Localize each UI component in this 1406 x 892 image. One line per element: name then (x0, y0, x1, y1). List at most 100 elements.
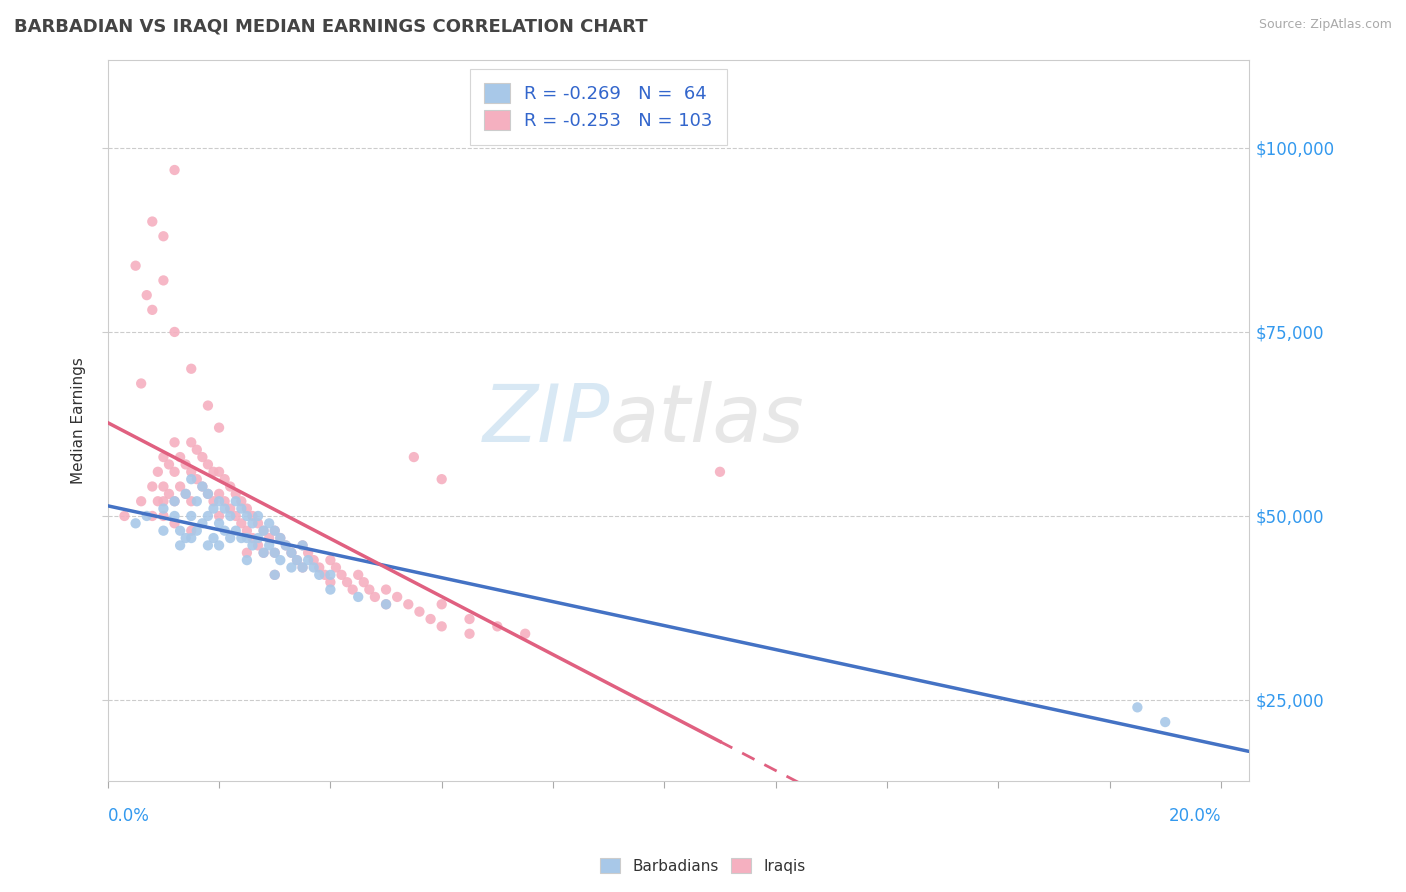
Point (214, 501, 236, 516)
Point (291, 560, 314, 574)
Point (208, 516, 231, 531)
Point (347, 567, 370, 582)
Point (302, 553, 325, 567)
Point (169, 479, 191, 493)
Point (225, 487, 247, 501)
Point (135, 508, 157, 523)
Point (247, 508, 270, 523)
Point (141, 214, 163, 228)
Point (242, 516, 264, 531)
Point (257, 531, 280, 545)
Point (219, 479, 242, 493)
Point (274, 538, 297, 552)
Point (231, 516, 253, 531)
Point (291, 538, 314, 552)
Point (458, 626, 481, 640)
Point (280, 560, 302, 574)
Point (242, 508, 264, 523)
Point (347, 590, 370, 604)
Point (197, 508, 219, 523)
Legend: R = -0.269   N =  64, R = -0.253   N = 103: R = -0.269 N = 64, R = -0.253 N = 103 (470, 69, 727, 145)
Point (1154, 714, 1177, 729)
Point (163, 465, 186, 479)
Point (191, 479, 214, 493)
Point (319, 575, 342, 590)
Point (186, 494, 208, 508)
Point (269, 531, 291, 545)
Point (186, 524, 208, 538)
Point (114, 508, 136, 523)
Point (202, 494, 225, 508)
Point (458, 612, 481, 626)
Point (252, 524, 274, 538)
Point (242, 538, 264, 552)
Point (180, 508, 202, 523)
Point (308, 560, 330, 574)
Point (157, 487, 180, 501)
Point (214, 524, 236, 538)
Point (174, 458, 197, 472)
Point (396, 597, 419, 611)
Point (219, 508, 242, 523)
Point (186, 472, 208, 486)
Point (709, 465, 731, 479)
Point (152, 450, 174, 464)
Point (486, 619, 509, 633)
Point (263, 524, 285, 538)
Point (174, 531, 197, 545)
Point (157, 458, 180, 472)
Point (208, 538, 231, 552)
Point (152, 501, 174, 516)
Point (319, 553, 342, 567)
Point (141, 302, 163, 317)
Point (146, 465, 169, 479)
Text: 0.0%: 0.0% (108, 806, 149, 825)
Point (252, 546, 274, 560)
Point (419, 612, 441, 626)
Point (152, 524, 174, 538)
Point (186, 442, 208, 457)
Point (285, 553, 308, 567)
Point (247, 538, 270, 552)
Point (297, 553, 319, 567)
Point (263, 546, 285, 560)
Point (169, 538, 191, 552)
Point (236, 501, 259, 516)
Point (214, 494, 236, 508)
Point (325, 560, 347, 574)
Point (180, 472, 202, 486)
Point (208, 487, 231, 501)
Point (174, 487, 197, 501)
Point (129, 494, 152, 508)
Point (402, 450, 425, 464)
Point (202, 531, 225, 545)
Point (314, 567, 336, 582)
Y-axis label: Median Earnings: Median Earnings (72, 357, 86, 483)
Point (342, 582, 364, 597)
Point (225, 524, 247, 538)
Point (430, 597, 453, 611)
Point (252, 546, 274, 560)
Point (163, 508, 186, 523)
Point (375, 597, 398, 611)
Point (169, 450, 191, 464)
Point (302, 560, 325, 574)
Point (385, 590, 408, 604)
Point (197, 487, 219, 501)
Point (375, 582, 398, 597)
Point (219, 501, 242, 516)
Point (163, 516, 186, 531)
Point (269, 553, 291, 567)
Point (257, 516, 280, 531)
Point (163, 325, 186, 339)
Point (191, 450, 214, 464)
Point (163, 494, 186, 508)
Point (252, 524, 274, 538)
Point (180, 494, 202, 508)
Point (208, 465, 231, 479)
Point (263, 524, 285, 538)
Point (263, 567, 285, 582)
Point (364, 590, 387, 604)
Point (135, 288, 157, 302)
Point (163, 163, 186, 178)
